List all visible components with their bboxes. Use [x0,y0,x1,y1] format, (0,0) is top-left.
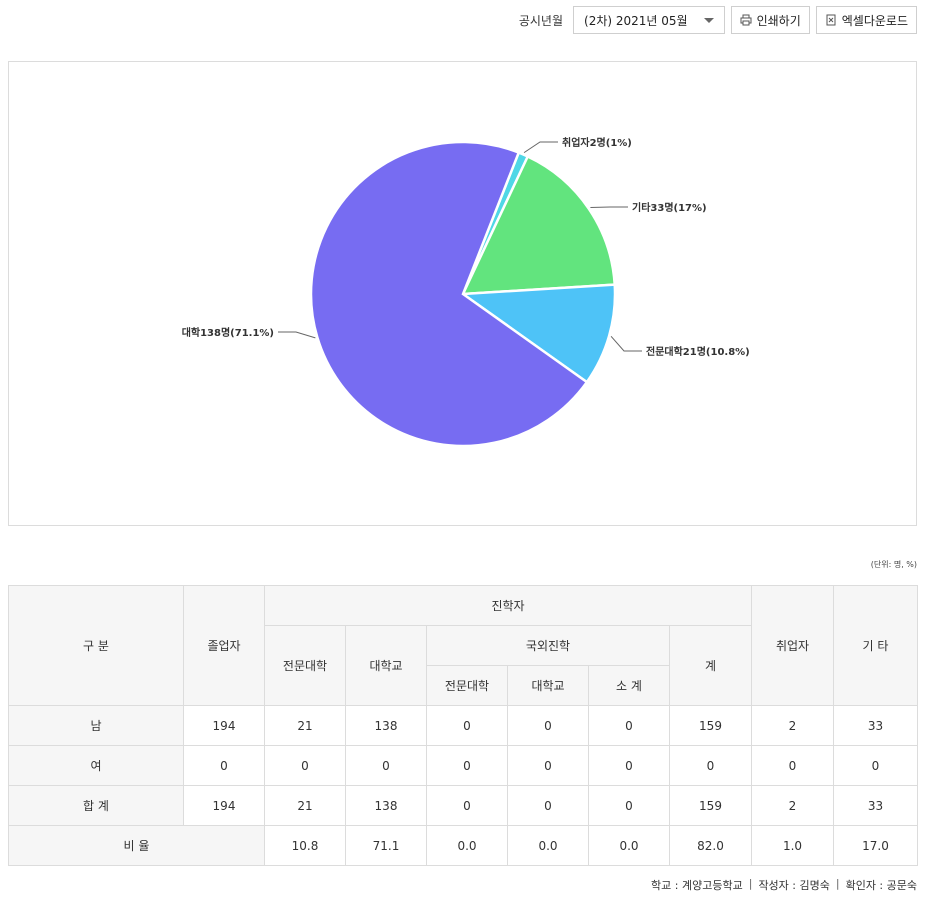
footer-separator: | [835,877,840,890]
table-cell: 2 [751,785,834,826]
table-cell: 21 [264,785,346,826]
chart-panel: 취업자2명(1%) 기타33명(17%) 전문대학21명(10.8%) 대학138명(… [8,61,917,526]
ratio-cell: 0.0 [588,825,670,866]
table-cell: 0 [507,785,589,826]
row-label: 남 [8,705,184,746]
table-row: 합 계 194 21 138 0 0 0 159 2 33 [8,785,918,826]
table-cell: 33 [833,705,918,746]
table-cell: 0 [751,745,834,786]
ratio-cell: 0.0 [426,825,508,866]
pie-leader-line [278,331,316,339]
table-body: 남 194 21 138 0 0 0 159 2 33 여 0 0 0 0 0 0 0 0 0 합 계 194 21 138 0… [8,705,918,866]
toolbar: 공시년월 (2차) 2021년 05월 인쇄하기 엑셀다운로드 [519,5,917,35]
table-cell: 0 [588,705,670,746]
printer-icon [740,14,752,26]
print-label: 인쇄하기 [756,13,801,28]
footer-checker: 확인자 : 공문숙 [845,879,917,892]
table-cell: 0 [426,745,508,786]
table-cell: 0 [833,745,918,786]
data-table: 구 분 졸업자 진학자 취업자 기 타 전문대학 대학교 국외진학 계 전문대학… [8,585,918,866]
pie-chart: 취업자2명(1%) 기타33명(17%) 전문대학21명(10.8%) 대학138명(… [182,136,750,448]
footer-separator: | [748,877,753,890]
period-value: (2차) 2021년 05월 [584,13,688,28]
ratio-cell: 1.0 [751,825,834,866]
table-cell: 0 [264,745,346,786]
ratio-label: 비 율 [8,825,265,866]
table-cell: 21 [264,705,346,746]
table-cell: 138 [345,705,427,746]
ratio-cell: 0.0 [507,825,589,866]
table-cell: 194 [183,705,265,746]
excel-icon [826,14,836,26]
header-other: 기 타 [833,585,918,706]
period-label: 공시년월 [518,13,564,28]
table-cell: 159 [669,785,752,826]
header-overseas: 국외진학 [426,625,670,666]
unit-label: (단위: 명, %) [870,560,917,569]
table-cell: 0 [426,785,508,826]
header-ov-subtotal: 소 계 [588,665,670,706]
table-cell: 0 [588,745,670,786]
pie-slice-label: 기타33명(17%) [632,201,707,214]
pie-leader-line [523,141,558,154]
table-cell: 194 [183,785,265,826]
header-total: 계 [669,625,752,706]
footer-info: 학교 : 계양고등학교 | 작성자 : 김명숙 | 확인자 : 공문숙 [651,877,917,893]
header-category: 구 분 [8,585,184,706]
table-cell: 0 [426,705,508,746]
row-label: 여 [8,745,184,786]
header-junior-college: 전문대학 [264,625,346,706]
pie-slice-label: 대학138명(71.1%) [182,326,274,339]
table-row: 남 194 21 138 0 0 0 159 2 33 [8,705,918,746]
table-cell: 0 [588,785,670,826]
table-cell: 0 [345,745,427,786]
header-ov-university: 대학교 [507,665,589,706]
ratio-cell: 17.0 [833,825,918,866]
pie-slice [309,140,589,448]
table-cell: 0 [183,745,265,786]
excel-label: 엑셀다운로드 [841,13,908,28]
pie-slice [460,154,617,296]
ratio-cell: 71.1 [345,825,427,866]
table-cell: 0 [507,705,589,746]
row-label: 합 계 [8,785,184,826]
header-university: 대학교 [345,625,427,706]
pie-slice-label: 취업자2명(1%) [562,136,632,149]
table-cell: 159 [669,705,752,746]
pie-leader-line [590,206,628,209]
pie-slice [459,283,617,384]
table-cell: 33 [833,785,918,826]
pie-leader-line [610,335,642,352]
table-cell: 138 [345,785,427,826]
header-graduates: 졸업자 [183,585,265,706]
footer-writer: 작성자 : 김명숙 [758,879,830,892]
ratio-cell: 82.0 [669,825,752,866]
caret-down-icon [703,17,714,23]
ratio-row: 비 율 10.8 71.1 0.0 0.0 0.0 82.0 1.0 17.0 [8,825,918,866]
header-advance: 진학자 [264,585,752,626]
period-select[interactable]: (2차) 2021년 05월 [573,6,725,34]
ratio-cell: 10.8 [264,825,346,866]
header-employed: 취업자 [751,585,834,706]
table-cell: 2 [751,705,834,746]
pie-slice-label: 전문대학21명(10.8%) [646,345,750,358]
header-ov-junior: 전문대학 [426,665,508,706]
footer-school: 학교 : 계양고등학교 [651,879,743,892]
print-button[interactable]: 인쇄하기 [730,6,810,34]
table-cell: 0 [507,745,589,786]
excel-download-button[interactable]: 엑셀다운로드 [815,6,917,34]
table-cell: 0 [669,745,752,786]
